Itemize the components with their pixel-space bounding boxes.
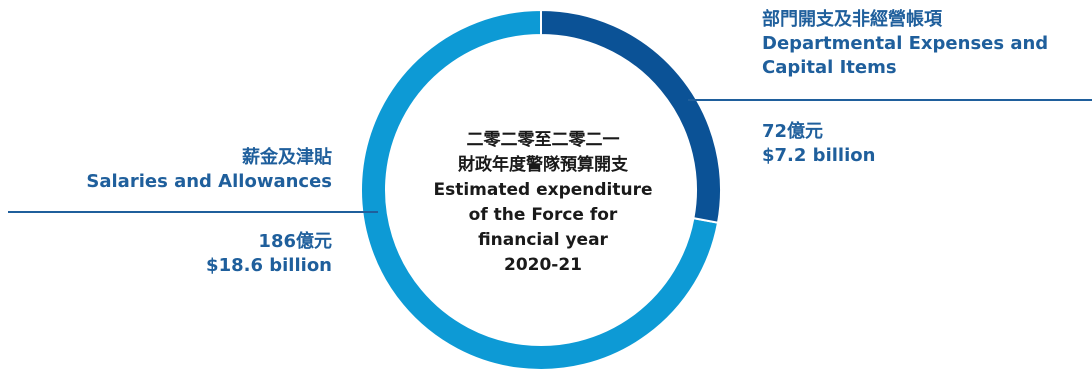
center-line-6: 2020-21 [503, 255, 583, 275]
departmental-value: 72億元 $7.2 billion [762, 120, 875, 168]
center-line-3: Estimated expenditure [433, 180, 653, 200]
donut-slices [360, 8, 722, 371]
slice-departmental [540, 8, 722, 224]
center-line-4: of the Force for [468, 205, 618, 225]
departmental-label: 部門開支及非經營帳項 Departmental Expenses and Cap… [762, 8, 1048, 80]
salaries-value-en: $18.6 billion [206, 255, 332, 276]
salaries-label: 薪金及津貼 Salaries and Allowances [86, 146, 332, 194]
center-line-5: financial year [478, 230, 608, 250]
salaries-value: 186億元 $18.6 billion [206, 230, 332, 278]
departmental-label-en-line1: Departmental Expenses and [762, 33, 1049, 54]
departmental-label-en-line2: Capital Items [762, 57, 897, 78]
center-line-1: 二零二零至二零二一 [466, 130, 620, 150]
salaries-label-zh: 薪金及津貼 [242, 147, 332, 168]
salaries-label-en: Salaries and Allowances [86, 171, 332, 192]
departmental-value-en: $7.2 billion [762, 145, 876, 166]
departmental-label-zh: 部門開支及非經營帳項 [762, 9, 942, 30]
chart-center-title: 二零二零至二零二一 財政年度警隊預算開支 Estimated expenditu… [398, 128, 688, 278]
slice-salaries [360, 8, 720, 371]
salaries-value-zh: 186億元 [258, 231, 332, 252]
center-line-2: 財政年度警隊預算開支 [458, 155, 628, 175]
departmental-value-zh: 72億元 [762, 121, 824, 142]
